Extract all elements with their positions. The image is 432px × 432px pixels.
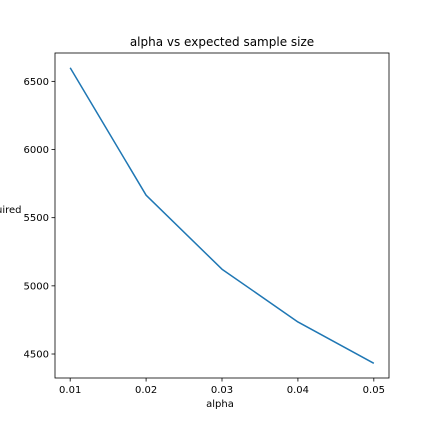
x-tick-label: 0.02 <box>135 385 157 396</box>
series-line <box>69 67 375 364</box>
x-tick-label: 0.04 <box>287 385 309 396</box>
chart-title: alpha vs expected sample size <box>130 35 314 49</box>
x-tick-label: 0.05 <box>363 385 385 396</box>
y-tick-label: 5000 <box>24 281 49 292</box>
plot-area-frame <box>54 52 390 379</box>
y-axis-label: uired <box>0 205 22 216</box>
series-layer <box>69 67 375 364</box>
y-axis: 4500 5000 5500 6000 6500 <box>24 77 55 361</box>
y-tick-label: 5500 <box>24 213 49 224</box>
y-tick-label: 6500 <box>24 77 49 88</box>
y-tick-label: 4500 <box>24 350 49 361</box>
x-axis: 0.01 0.02 0.03 0.04 0.05 <box>59 378 385 396</box>
x-axis-label: alpha <box>206 399 234 410</box>
y-tick-label: 6000 <box>24 145 49 156</box>
x-tick-label: 0.01 <box>59 385 81 396</box>
x-tick-label: 0.03 <box>211 385 233 396</box>
